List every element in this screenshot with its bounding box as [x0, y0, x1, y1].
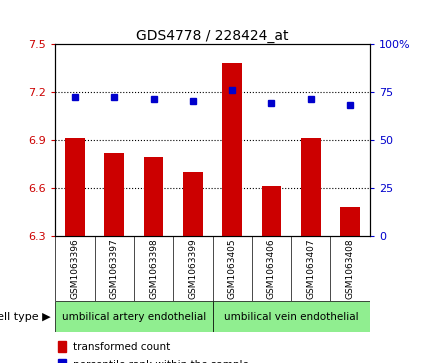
Text: GSM1063406: GSM1063406: [267, 238, 276, 299]
Text: transformed count: transformed count: [73, 342, 170, 352]
Bar: [58, 359, 66, 363]
Bar: [105, 152, 124, 236]
Title: GDS4778 / 228424_at: GDS4778 / 228424_at: [136, 29, 289, 42]
Text: umbilical artery endothelial: umbilical artery endothelial: [62, 312, 206, 322]
Text: GSM1063399: GSM1063399: [188, 238, 197, 299]
Text: GSM1063405: GSM1063405: [228, 238, 237, 299]
Bar: [212, 301, 370, 332]
Text: GSM1063407: GSM1063407: [306, 238, 315, 299]
Text: GSM1063398: GSM1063398: [149, 238, 158, 299]
Text: GSM1063396: GSM1063396: [71, 238, 79, 299]
Text: GSM1063397: GSM1063397: [110, 238, 119, 299]
Text: cell type ▶: cell type ▶: [0, 312, 51, 322]
Bar: [262, 186, 281, 236]
Text: umbilical vein endothelial: umbilical vein endothelial: [224, 312, 358, 322]
Bar: [58, 341, 66, 352]
Bar: [301, 138, 320, 236]
Bar: [65, 138, 85, 236]
Text: GSM1063408: GSM1063408: [346, 238, 354, 299]
Bar: [222, 63, 242, 236]
Bar: [340, 207, 360, 236]
Bar: [144, 158, 163, 236]
Text: percentile rank within the sample: percentile rank within the sample: [73, 360, 249, 363]
Bar: [55, 301, 212, 332]
Bar: [183, 172, 203, 236]
